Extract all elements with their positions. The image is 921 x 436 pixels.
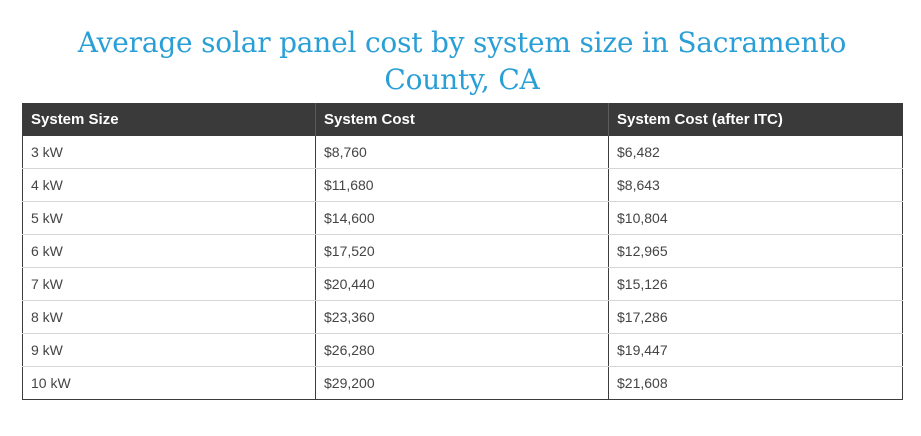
cell-system-cost-after-itc: $8,643	[608, 168, 903, 202]
cell-system-size: 8 kW	[22, 300, 316, 334]
column-header-system-size: System Size	[22, 103, 316, 136]
cell-system-cost-after-itc: $12,965	[608, 234, 903, 268]
cell-system-cost: $14,600	[315, 201, 609, 235]
table-header: System Size System Cost System Cost (aft…	[22, 103, 903, 136]
cell-system-cost: $17,520	[315, 234, 609, 268]
column-header-system-cost-after-itc: System Cost (after ITC)	[608, 103, 903, 136]
cell-system-cost-after-itc: $15,126	[608, 267, 903, 301]
cell-system-cost-after-itc: $21,608	[608, 366, 903, 400]
column-header-system-cost: System Cost	[315, 103, 609, 136]
cell-system-cost: $11,680	[315, 168, 609, 202]
cell-system-size: 6 kW	[22, 234, 316, 268]
page-title: Average solar panel cost by system size …	[77, 26, 847, 96]
table-row: 6 kW $17,520 $12,965	[22, 234, 903, 268]
table-body: 3 kW $8,760 $6,482 4 kW $11,680 $8,643 5…	[22, 136, 903, 400]
cell-system-size: 3 kW	[22, 136, 316, 169]
cell-system-cost-after-itc: $17,286	[608, 300, 903, 334]
table-row: 9 kW $26,280 $19,447	[22, 333, 903, 367]
cell-system-cost: $8,760	[315, 136, 609, 169]
cell-system-size: 10 kW	[22, 366, 316, 400]
cell-system-size: 9 kW	[22, 333, 316, 367]
table-row: 3 kW $8,760 $6,482	[22, 136, 903, 169]
cell-system-cost-after-itc: $6,482	[608, 136, 903, 169]
cell-system-size: 5 kW	[22, 201, 316, 235]
cell-system-cost: $29,200	[315, 366, 609, 400]
table-row: 8 kW $23,360 $17,286	[22, 300, 903, 334]
table-row: 5 kW $14,600 $10,804	[22, 201, 903, 235]
cell-system-size: 7 kW	[22, 267, 316, 301]
cell-system-cost-after-itc: $10,804	[608, 201, 903, 235]
header-row: System Size System Cost System Cost (aft…	[22, 103, 903, 136]
cell-system-size: 4 kW	[22, 168, 316, 202]
cell-system-cost: $23,360	[315, 300, 609, 334]
table-row: 10 kW $29,200 $21,608	[22, 366, 903, 400]
cell-system-cost: $26,280	[315, 333, 609, 367]
table-row: 4 kW $11,680 $8,643	[22, 168, 903, 202]
cell-system-cost: $20,440	[315, 267, 609, 301]
cell-system-cost-after-itc: $19,447	[608, 333, 903, 367]
cost-table: System Size System Cost System Cost (aft…	[22, 103, 903, 400]
table-row: 7 kW $20,440 $15,126	[22, 267, 903, 301]
